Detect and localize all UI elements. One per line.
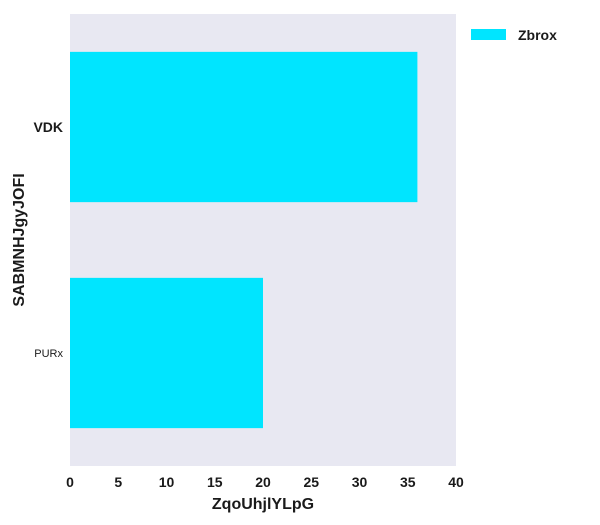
- y-category-labels: VDK PURx: [33, 119, 63, 360]
- y-category-label: PURx: [34, 348, 63, 360]
- x-tick-labels: 0 5 10 15 20 25 30 35 40: [66, 474, 464, 490]
- legend-label: Zbrox: [518, 27, 557, 43]
- y-category-label: VDK: [33, 119, 63, 135]
- legend-swatch: [471, 29, 506, 40]
- x-tick-label: 0: [66, 474, 74, 490]
- x-axis-title: ZqoUhjlYLpG: [212, 496, 314, 513]
- x-tick-label: 25: [303, 474, 319, 490]
- x-tick-label: 30: [352, 474, 368, 490]
- x-tick-label: 15: [207, 474, 223, 490]
- x-tick-label: 10: [159, 474, 175, 490]
- x-tick-label: 40: [448, 474, 464, 490]
- bar-vdk: [70, 51, 418, 203]
- x-tick-label: 35: [400, 474, 416, 490]
- bars-group: [70, 51, 418, 429]
- y-axis-title: SABMNHJgyJOFI: [11, 173, 28, 306]
- legend: Zbrox: [471, 27, 557, 43]
- x-tick-label: 5: [114, 474, 122, 490]
- bar-purx: [70, 277, 263, 429]
- x-tick-label: 20: [255, 474, 271, 490]
